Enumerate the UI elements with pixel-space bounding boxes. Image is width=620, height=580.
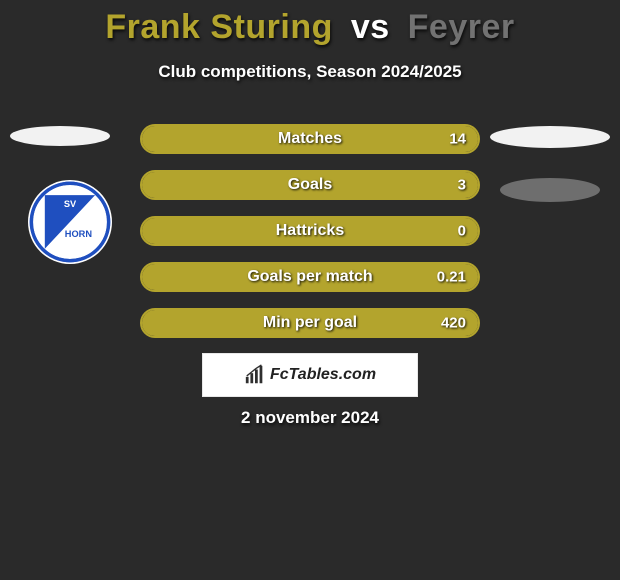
stat-value-right: 0.21 [437,269,466,286]
stat-bar: Min per goal420 [140,308,480,338]
title-vs: vs [343,8,398,46]
badge-text-bottom: HORN [65,229,93,239]
stat-label: Hattricks [142,222,478,240]
player1-avatar-shadow [10,126,110,146]
stat-value-right: 0 [458,223,466,240]
bars-icon [244,364,266,386]
club-badge-svg: SV HORN [28,180,112,264]
comparison-title: Frank Sturing vs Feyrer [0,8,620,47]
player1-club-badge: SV HORN [28,180,112,264]
stat-label: Goals [142,176,478,194]
source-attribution: FcTables.com [202,353,418,397]
stat-value-right: 3 [458,177,466,194]
stat-bar: Goals3 [140,170,480,200]
stat-value-right: 420 [441,315,466,332]
stat-value-right: 14 [449,131,466,148]
source-text: FcTables.com [270,366,376,384]
badge-text-top: SV [64,199,77,209]
player2-avatar-shadow [490,126,610,148]
stat-bar: Goals per match0.21 [140,262,480,292]
stat-label: Matches [142,130,478,148]
subtitle: Club competitions, Season 2024/2025 [0,62,620,82]
date: 2 november 2024 [0,408,620,428]
player1-name: Frank Sturing [105,8,333,46]
player2-club-shadow [500,178,600,202]
player2-name: Feyrer [408,8,515,46]
stat-bar: Hattricks0 [140,216,480,246]
stat-label: Min per goal [142,314,478,332]
stat-bar: Matches14 [140,124,480,154]
stat-label: Goals per match [142,268,478,286]
